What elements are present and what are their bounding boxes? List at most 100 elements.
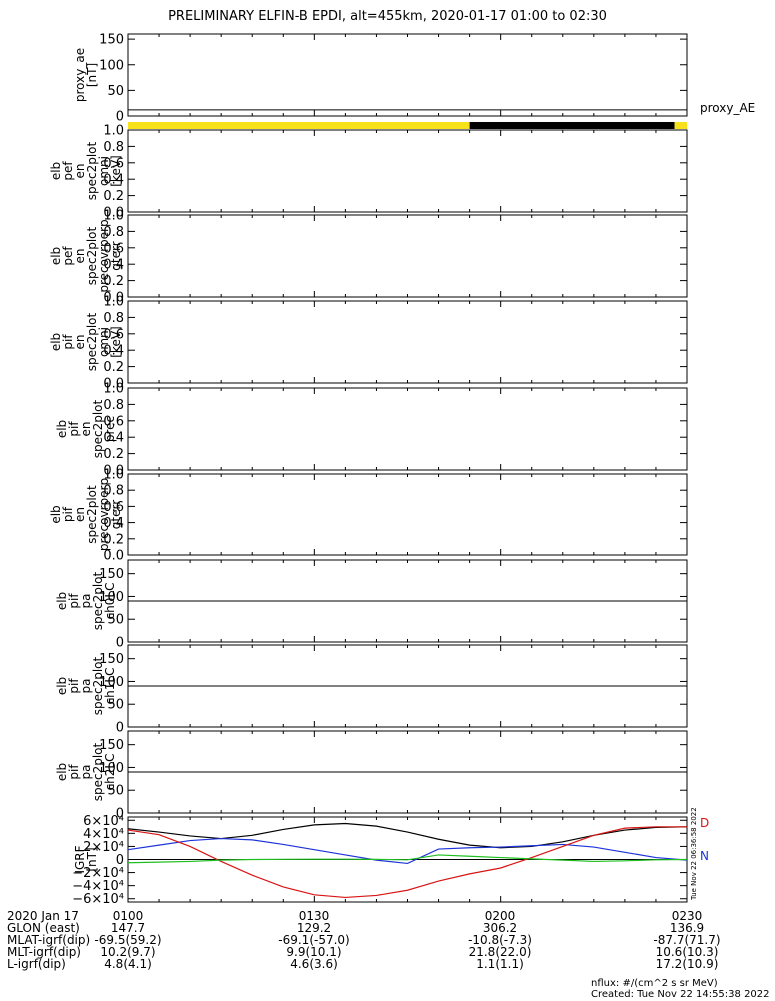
ytick-label: 0.2 [103, 447, 124, 462]
xaxis-value: 1.1(1.1) [476, 957, 524, 971]
xaxis-value: 306.2 [482, 921, 518, 935]
panel-ylabel-line: pa [79, 679, 93, 694]
xaxis-value: -10.8(-7.3) [468, 933, 532, 947]
xaxis-value: 4.6(3.6) [290, 957, 338, 971]
xaxis-value: 0100 [112, 909, 144, 923]
ytick-label: 150 [99, 738, 124, 753]
xaxis-value: 17.2(10.9) [655, 957, 719, 971]
flux-units-note: nflux: #/(cm^2 s sr MeV) [591, 978, 718, 989]
ytick-label: 0 [116, 721, 124, 736]
panel-ylabel-line: pif [67, 421, 81, 437]
ytick-label: 0.4 [103, 344, 124, 359]
ytick-label: 100 [99, 58, 124, 73]
ytick-label: 100 [99, 590, 124, 605]
ytick-label: 0.2 [103, 532, 124, 547]
xaxis-value: 9.9(10.1) [286, 945, 342, 959]
panel-ylabel-line: spec2plot [91, 399, 105, 458]
ytick-label: −4×10⁴ [72, 879, 124, 894]
ytick-label: 1.0 [103, 295, 124, 310]
panel-ylabel-line: ch1LC [103, 668, 117, 705]
panel-ylabel-line: en [79, 422, 93, 437]
panel-frame [127, 129, 688, 213]
ytick-label: 1.0 [103, 209, 124, 224]
ytick-label: 100 [99, 675, 124, 690]
ytick-label: 0 [116, 853, 124, 868]
ytick-label: 50 [107, 84, 124, 99]
ytick-label: 0.0 [103, 206, 124, 221]
panel-ylabel-line: omni [97, 327, 111, 357]
data-flag-segment [469, 122, 675, 129]
panel-frame [127, 33, 688, 117]
ytick-label: 0.6 [103, 414, 124, 429]
panel-ylabel-line: proxy_ae [73, 48, 87, 102]
panel-ylabel-line: precovrperp [97, 219, 111, 292]
ytick-label: 0 [116, 636, 124, 651]
panel-ylabel-line: pif [67, 593, 81, 609]
ytick-label: 1.0 [103, 382, 124, 397]
panel-ylabel-line: spec2plot [91, 742, 105, 801]
panel-pef_precovrperp: 1.00.80.6 0.40.2 0.0 elbpefenspec2plotpreco… [49, 209, 688, 306]
panel-ylabel-line: pa [79, 594, 93, 609]
xaxis-value: 0200 [484, 909, 516, 923]
igrf-legend-d: D [700, 816, 709, 830]
ytick-label: 0.8 [103, 311, 124, 326]
panel-ylabel-line: gterr [109, 241, 123, 270]
xaxis-value: -69.1(-57.0) [278, 933, 350, 947]
panel-ylabel-line: gterr [109, 500, 123, 529]
ytick-label: 2×10⁴ [83, 840, 124, 855]
igrf-series-blue [127, 837, 688, 865]
panel-ylabel-line: spec2plot [85, 485, 99, 544]
ytick-label: 0 [116, 110, 124, 125]
panel-ylabel-line: pef [61, 161, 75, 181]
panel-ylabel-line: elb [49, 333, 63, 351]
xaxis-value: 4.8(4.1) [104, 957, 152, 971]
ytick-label: 0.2 [103, 360, 124, 375]
panel-ylabel-line: [nT] [85, 63, 99, 87]
xaxis-value: 0130 [298, 909, 330, 923]
igrf-side-timestamp: Tue Nov 22 06:36:58 2022 [690, 807, 698, 901]
ytick-label: 4×10⁴ [83, 827, 124, 842]
ytick-label: 50 [107, 613, 124, 628]
panel-ylabel-line: en [73, 507, 87, 522]
ytick-label: 0.0 [103, 377, 124, 392]
panel-ylabel-line: pa [79, 765, 93, 780]
ytick-label: 0.0 [103, 464, 124, 479]
panel-ylabel-line: spec2plot [85, 226, 99, 285]
panel-pif_precovrperp: 1.00.80.60.40.2 0.0 elbpifenspec2plotpreco… [49, 468, 688, 564]
xaxis-row-mlt-label: MLT-igrf(dip) [7, 945, 81, 959]
igrf-series-green [127, 854, 688, 864]
panel-ylabel-line: en [73, 249, 87, 264]
panel-ylabel-line: pif [67, 678, 81, 694]
panel-frame [127, 387, 688, 471]
ytick-label: 0.0 [103, 291, 124, 306]
panel-ylabel-line: [keV] [109, 326, 123, 357]
xaxis-value: -87.7(71.7) [653, 933, 721, 947]
ytick-label: 0.0 [103, 549, 124, 564]
ytick-label: 0.4 [103, 431, 124, 446]
ytick-label: 100 [99, 761, 124, 776]
ytick-label: 150 [99, 652, 124, 667]
panel-ylabel-line: [keV] [109, 155, 123, 186]
ytick-label: 0.4 [103, 173, 124, 188]
ytick-label: 0.4 [103, 258, 124, 273]
panel-igrf: 6×10⁴4×10⁴2×10⁴0−2×10⁴−4×10⁴−6×10⁴IGRF[n… [72, 807, 709, 907]
panel-ylabel-line: [nT] [85, 847, 99, 871]
panel-ylabel-line: en [73, 164, 87, 179]
xaxis-value: 10.6(10.3) [655, 945, 719, 959]
data-flag-segment [674, 122, 687, 129]
igrf-legend-n: N [700, 849, 709, 863]
xaxis-value: 129.2 [296, 921, 332, 935]
data-flag-segment [128, 122, 470, 129]
ytick-label: 0.6 [103, 500, 124, 515]
panel-ylabel-line: spec2plot [91, 656, 105, 715]
ytick-label: 50 [107, 698, 124, 713]
ytick-label: 150 [99, 33, 124, 48]
xaxis-value: 136.9 [669, 921, 705, 935]
panel-ylabel-line: pif [67, 764, 81, 780]
panel-stack: 150100500proxy_ae[nT]proxy_AE1.00.80.60.… [49, 33, 755, 908]
ytick-label: 0.6 [103, 241, 124, 256]
ytick-label: 0.8 [103, 398, 124, 413]
